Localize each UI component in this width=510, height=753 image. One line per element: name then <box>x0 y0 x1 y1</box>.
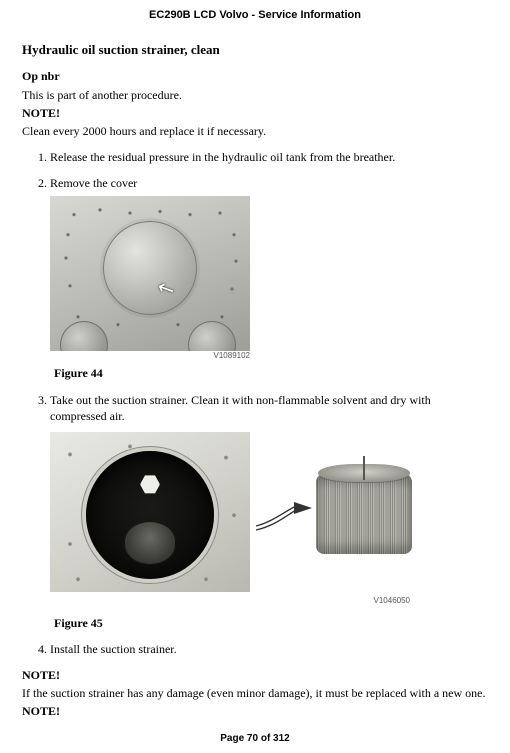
step-4: Install the suction strainer. <box>50 641 488 657</box>
figure-44-image-id: V1089102 <box>50 351 250 362</box>
figure-44-caption: Figure 44 <box>54 365 250 381</box>
figure-44-image: ↖ <box>50 196 250 351</box>
document-header: EC290B LCD Volvo - Service Information <box>22 8 488 23</box>
note-label-3: NOTE! <box>22 703 488 719</box>
figure-45-left-image <box>50 432 250 592</box>
note-label: NOTE! <box>22 105 488 121</box>
step-2-text: Remove the cover <box>50 176 137 190</box>
op-nbr-label: Op nbr <box>22 68 488 84</box>
callout-arrow-icon <box>254 482 312 542</box>
page: EC290B LCD Volvo - Service Information H… <box>0 0 510 753</box>
note-1-text: Clean every 2000 hours and replace it if… <box>22 123 488 139</box>
figure-45-right-image <box>316 458 412 566</box>
tank-opening-icon <box>86 451 214 579</box>
hex-nut-icon <box>140 474 160 494</box>
note-label-2: NOTE! <box>22 667 488 683</box>
tank-cover-icon <box>103 221 197 315</box>
figure-44: ↖ V1089102 Figure 44 <box>50 196 250 382</box>
small-cover-left-icon <box>60 321 108 351</box>
intro-line: This is part of another procedure. <box>22 87 488 103</box>
figure-45-composite <box>50 432 410 592</box>
step-3-text: Take out the suction strainer. Clean it … <box>50 393 431 423</box>
step-2: Remove the cover ↖ V1089102 Figure 44 <box>50 175 488 381</box>
note-2-text: If the suction strainer has any damage (… <box>22 685 488 701</box>
section-title: Hydraulic oil suction strainer, clean <box>22 41 488 59</box>
strainer-filter-icon <box>316 474 412 554</box>
small-cover-right-icon <box>188 321 236 351</box>
figure-45: V1046050 Figure 45 <box>50 432 410 631</box>
strainer-rod-icon <box>363 456 365 480</box>
step-3: Take out the suction strainer. Clean it … <box>50 392 488 631</box>
step-1: Release the residual pressure in the hyd… <box>50 149 488 165</box>
strainer-in-tank-icon <box>124 521 176 565</box>
procedure-steps: Release the residual pressure in the hyd… <box>22 149 488 657</box>
figure-45-image-id: V1046050 <box>50 596 410 607</box>
page-footer: Page 70 of 312 <box>22 732 488 746</box>
figure-45-caption: Figure 45 <box>54 615 410 631</box>
